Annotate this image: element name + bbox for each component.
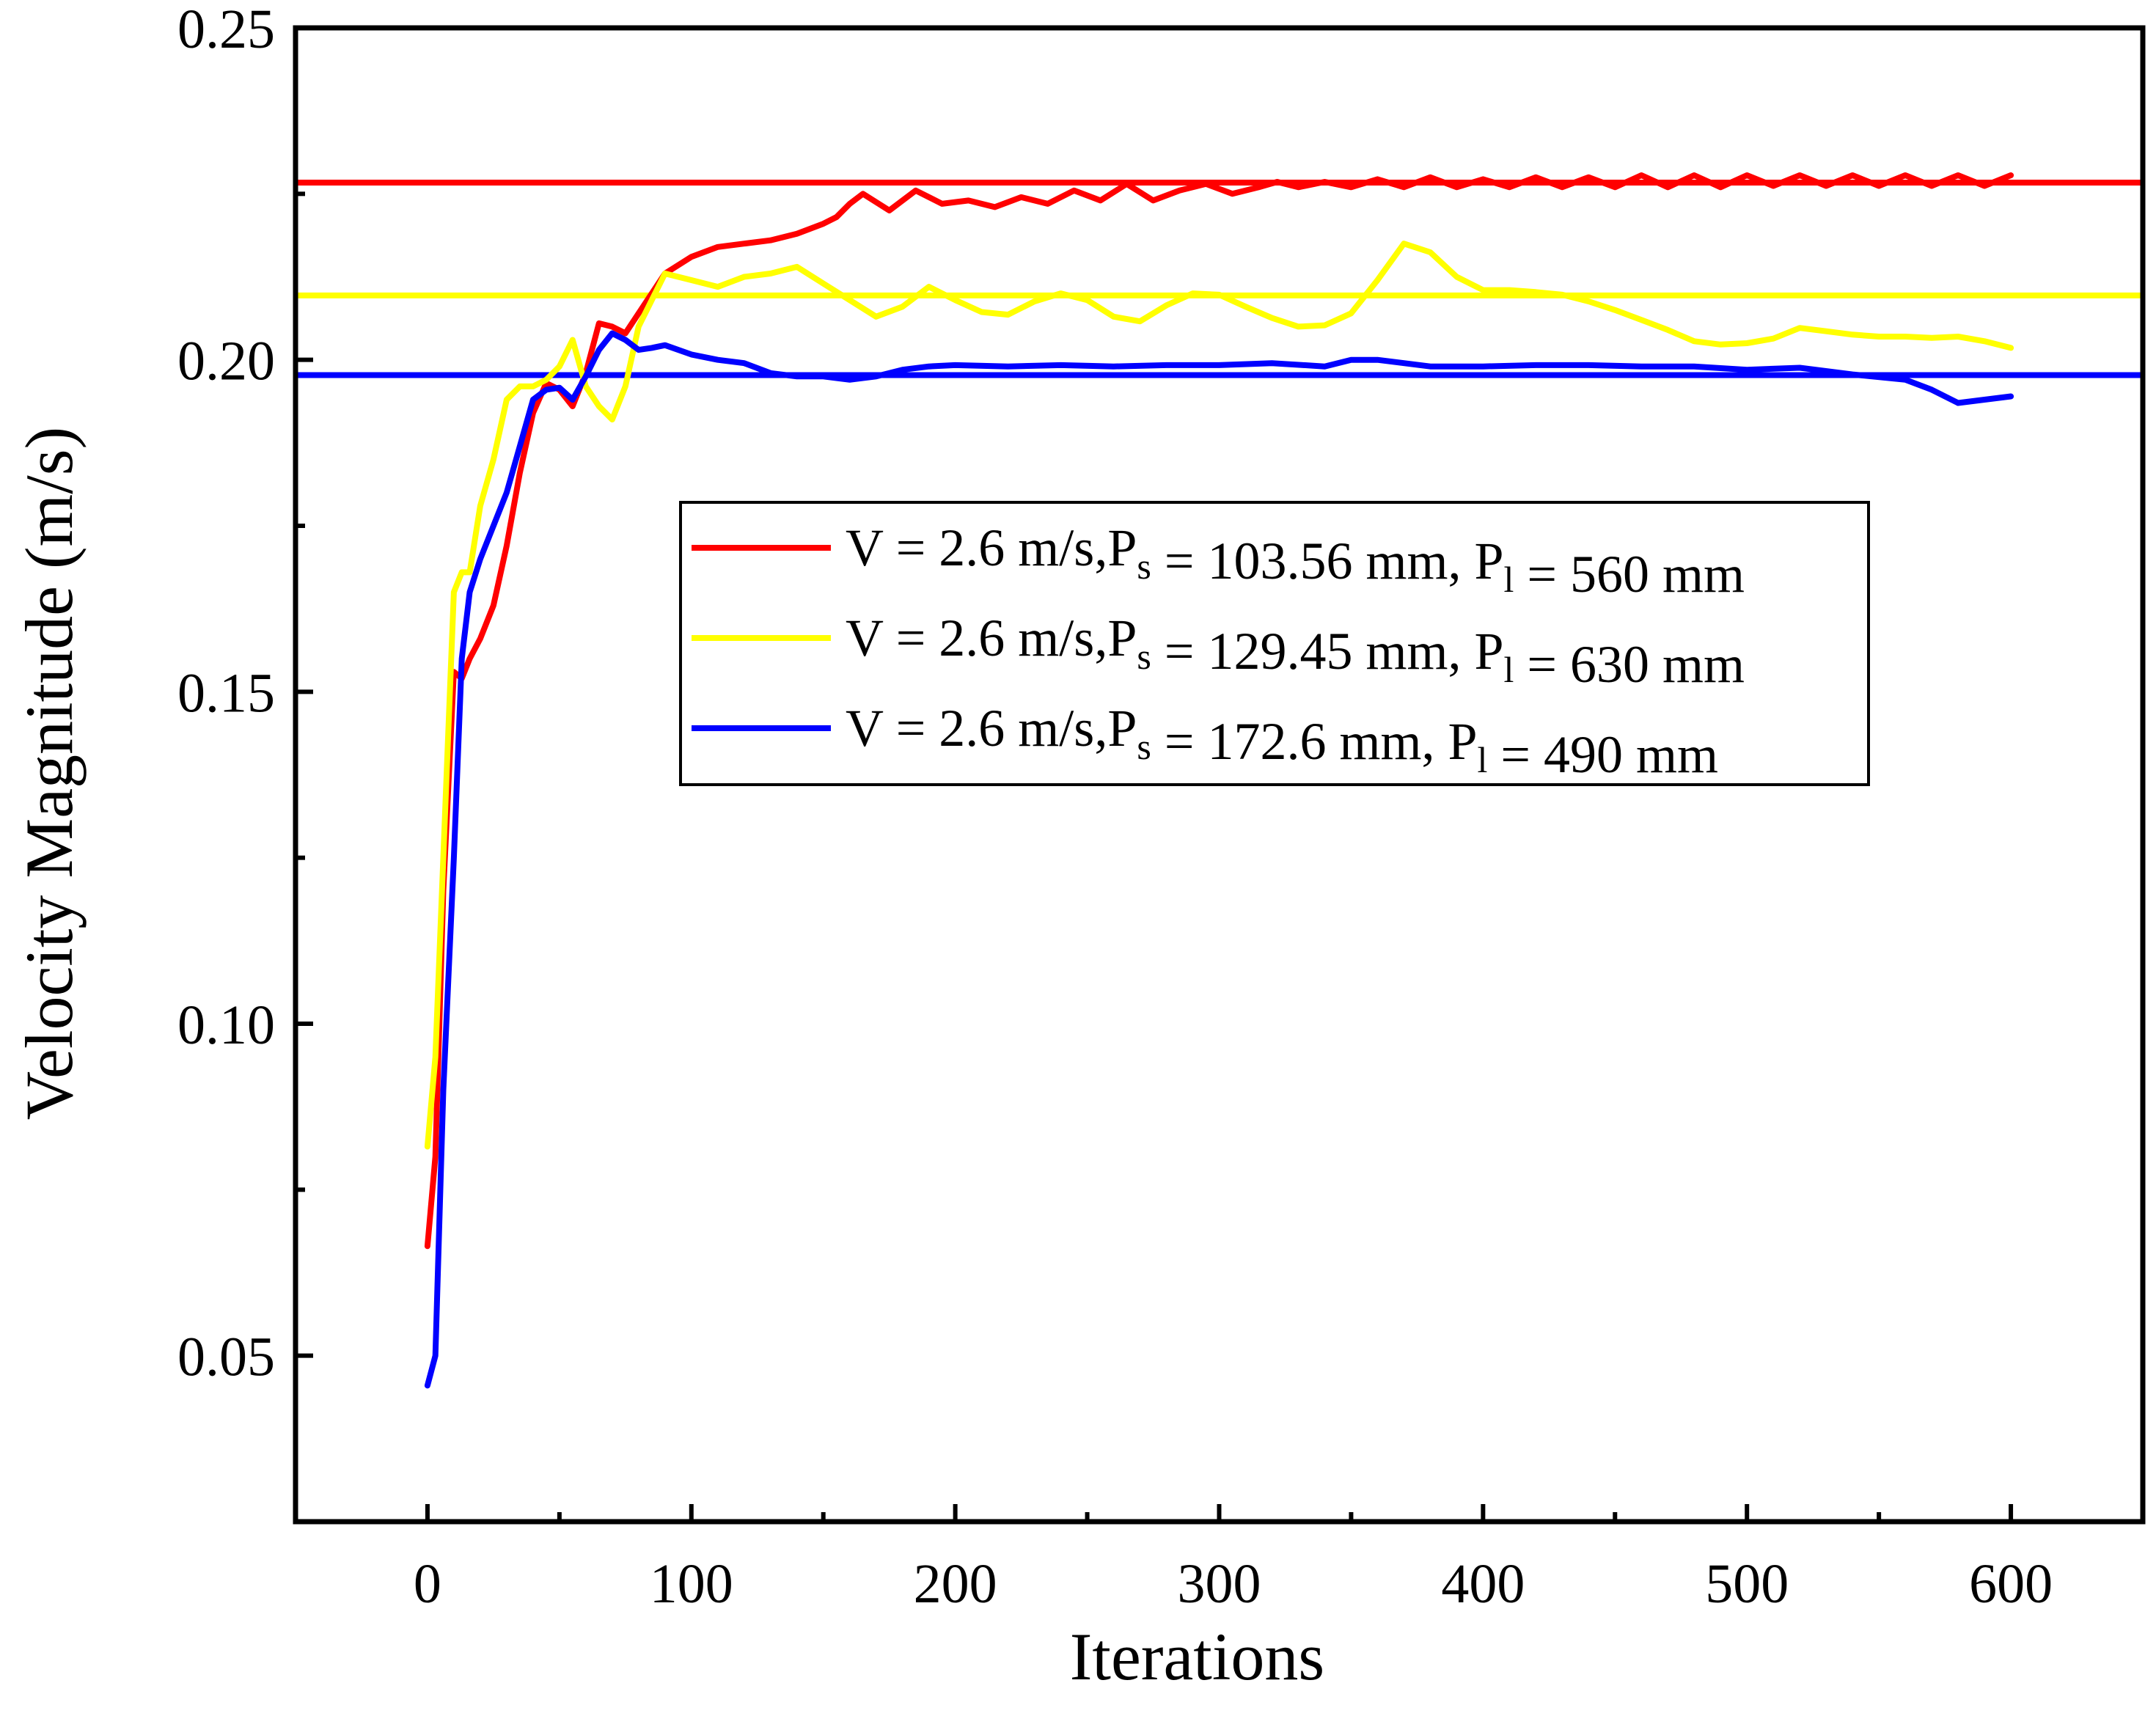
x-axis-title: Iterations: [1070, 1619, 1324, 1694]
legend-label-blue: V = 2.6 m/s,Ps = 172.6 mm, Pl = 490 mm: [846, 699, 1718, 784]
legend-label-red: V = 2.6 m/s,Ps = 103.56 mm, Pl = 560 mm: [846, 518, 1745, 604]
series-line-blue: [424, 330, 2014, 1389]
x-tick-label: 300: [1178, 1553, 1261, 1615]
axes: 0 100 200 300 400 500 600 0.05 0.10 0.15 0.20 0.25 I…: [12, 0, 2146, 1694]
y-tick-label: 0.05: [177, 1327, 275, 1388]
series-line-yellow: [424, 241, 2014, 1150]
legend-box: [679, 501, 1870, 786]
y-tick-label: 0.25: [177, 0, 275, 60]
legend-label-yellow: V = 2.6 m/s,Ps = 129.45 mm, Pl = 630 mm: [846, 609, 1745, 694]
x-tick-label: 100: [650, 1553, 733, 1615]
x-tick-label: 500: [1705, 1553, 1789, 1615]
x-tick-label: 600: [1969, 1553, 2053, 1615]
legend: V = 2.6 m/s,Ps = 103.56 mm, Pl = 560 mmV…: [679, 501, 1870, 786]
y-axis-title: Velocity Magnitude (m/s): [12, 427, 87, 1120]
x-tick-label: 0: [414, 1553, 441, 1615]
x-tick-label: 400: [1441, 1553, 1525, 1615]
plot-area: [296, 172, 2143, 1389]
y-tick-label: 0.15: [177, 662, 275, 724]
x-tick-label: 200: [914, 1553, 997, 1615]
y-tick-label: 0.20: [177, 331, 275, 392]
y-tick-label: 0.10: [177, 994, 275, 1056]
